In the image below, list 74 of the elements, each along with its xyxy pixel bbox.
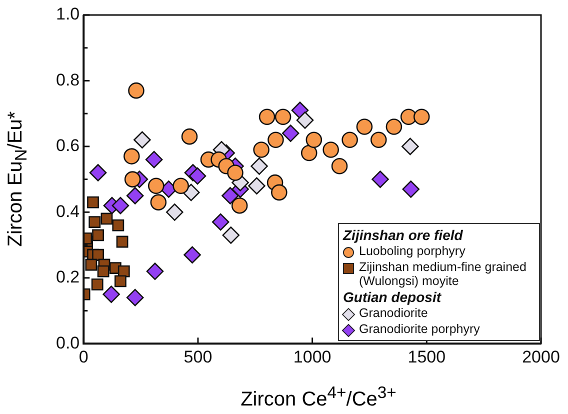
point bbox=[331, 158, 348, 174]
point bbox=[134, 131, 151, 149]
y-tick-label: 0.4 bbox=[56, 202, 80, 221]
point bbox=[248, 177, 266, 195]
point bbox=[300, 144, 318, 162]
point bbox=[112, 196, 130, 214]
point bbox=[85, 258, 98, 271]
point bbox=[231, 197, 248, 214]
x-tick-label: 1000 bbox=[293, 347, 332, 366]
y-tick-label: 0.2 bbox=[56, 268, 80, 287]
point bbox=[400, 108, 417, 126]
legend-label: Granodiorite bbox=[359, 306, 428, 320]
point bbox=[222, 226, 240, 244]
point bbox=[150, 194, 167, 210]
y-tick-label: 0.0 bbox=[56, 333, 80, 352]
point bbox=[88, 216, 101, 228]
point bbox=[402, 138, 419, 156]
point bbox=[356, 118, 373, 135]
point bbox=[258, 108, 276, 126]
x-tick-label: 1500 bbox=[408, 347, 446, 366]
point bbox=[268, 132, 284, 148]
legend-label: Granodiorite porphyry bbox=[359, 322, 480, 336]
point bbox=[148, 178, 164, 194]
point bbox=[296, 112, 314, 129]
point bbox=[146, 262, 164, 280]
point bbox=[114, 275, 126, 288]
point bbox=[116, 236, 128, 248]
point bbox=[166, 204, 184, 221]
point bbox=[227, 164, 244, 181]
point bbox=[181, 128, 198, 145]
annotation: Gutian deposit bbox=[343, 289, 442, 305]
point bbox=[128, 82, 144, 99]
x-axis-title: Zircon Ce$^{4+}$/Ce$^{3+}$ bbox=[240, 383, 398, 412]
y-tick-label: 1.0 bbox=[56, 4, 80, 24]
x-tick-label: 500 bbox=[184, 347, 212, 366]
x-tick-label: 2000 bbox=[522, 347, 560, 366]
point bbox=[402, 180, 420, 198]
point bbox=[212, 213, 230, 231]
point bbox=[100, 212, 113, 225]
point bbox=[124, 171, 141, 188]
point bbox=[184, 246, 201, 264]
point bbox=[372, 170, 389, 188]
x-tick-label: 0 bbox=[78, 347, 88, 366]
point bbox=[342, 132, 358, 148]
point bbox=[253, 142, 270, 158]
point bbox=[291, 102, 309, 119]
point bbox=[91, 278, 104, 290]
y-tick-label: 0.6 bbox=[56, 136, 80, 156]
legend-label: Zijinshan medium-fine grained (Wulongsi) moyite bbox=[359, 260, 528, 288]
point bbox=[126, 288, 144, 306]
point bbox=[126, 187, 144, 204]
point bbox=[172, 178, 189, 194]
point bbox=[250, 158, 268, 175]
legend-label: Luoboling porphyry bbox=[359, 244, 466, 258]
point bbox=[274, 108, 292, 126]
y-tick-label: 0.8 bbox=[56, 70, 80, 90]
point bbox=[282, 124, 300, 142]
point bbox=[89, 164, 107, 182]
point bbox=[112, 219, 124, 232]
point bbox=[386, 118, 402, 135]
point bbox=[222, 187, 239, 204]
point bbox=[145, 150, 163, 168]
point bbox=[306, 132, 322, 148]
point bbox=[413, 108, 430, 126]
point bbox=[322, 142, 339, 158]
annotation: Zijinshan ore field bbox=[343, 227, 464, 243]
point bbox=[271, 184, 288, 201]
point bbox=[87, 196, 99, 208]
point bbox=[188, 167, 206, 185]
point bbox=[370, 132, 387, 148]
point bbox=[92, 229, 104, 242]
point bbox=[97, 265, 110, 278]
point bbox=[124, 148, 140, 164]
point bbox=[102, 286, 120, 303]
